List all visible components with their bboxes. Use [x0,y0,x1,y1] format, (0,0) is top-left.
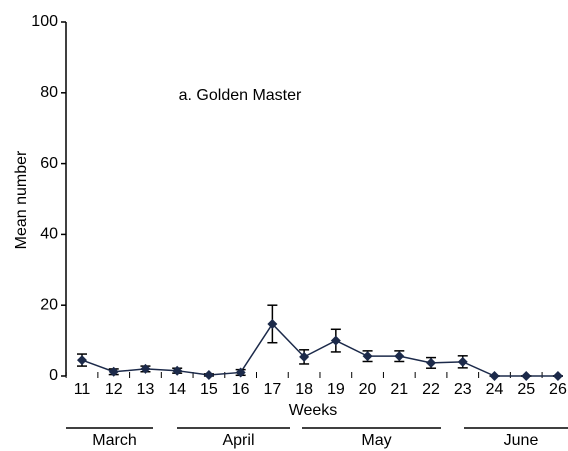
x-tick-label: 24 [486,381,504,398]
y-tick-label: 60 [40,155,58,172]
y-axis-label: Mean number [13,150,30,249]
x-tick-label: 26 [549,381,567,398]
y-tick-label: 80 [40,84,58,101]
point [172,365,183,376]
month-label: June [504,432,539,449]
x-tick-label: 15 [200,381,218,398]
point [394,351,405,362]
point [362,351,373,362]
x-tick-label: 17 [263,381,281,398]
point [140,363,151,374]
month-label: March [92,432,136,449]
x-tick-label: 21 [390,381,408,398]
y-tick-label: 100 [31,13,58,30]
point [426,357,437,368]
y-tick-label: 20 [40,296,58,313]
point [203,369,214,380]
point [267,318,278,329]
y-tick-label: 40 [40,226,58,243]
x-tick-label: 20 [359,381,377,398]
point [521,371,532,381]
annotation: a. Golden Master [179,87,302,104]
y-tick-label: 0 [49,367,58,384]
point [108,366,119,377]
x-tick-label: 11 [74,381,91,398]
point [77,355,87,366]
point [330,335,341,346]
x-tick-label: 13 [137,381,155,398]
point [235,367,246,378]
x-tick-label: 12 [105,381,123,398]
x-tick-label: 18 [295,381,313,398]
x-axis-label: Weeks [289,402,338,419]
x-tick-label: 25 [517,381,535,398]
x-tick-label: 22 [422,381,440,398]
x-tick-label: 19 [327,381,345,398]
point [489,371,500,381]
x-tick-label: 14 [168,381,186,398]
x-tick-label: 23 [454,381,472,398]
point [552,371,563,381]
x-tick-label: 16 [232,381,250,398]
month-label: April [222,432,254,449]
month-label: May [361,432,391,449]
line [81,322,558,377]
point [299,351,310,362]
point [457,356,468,367]
